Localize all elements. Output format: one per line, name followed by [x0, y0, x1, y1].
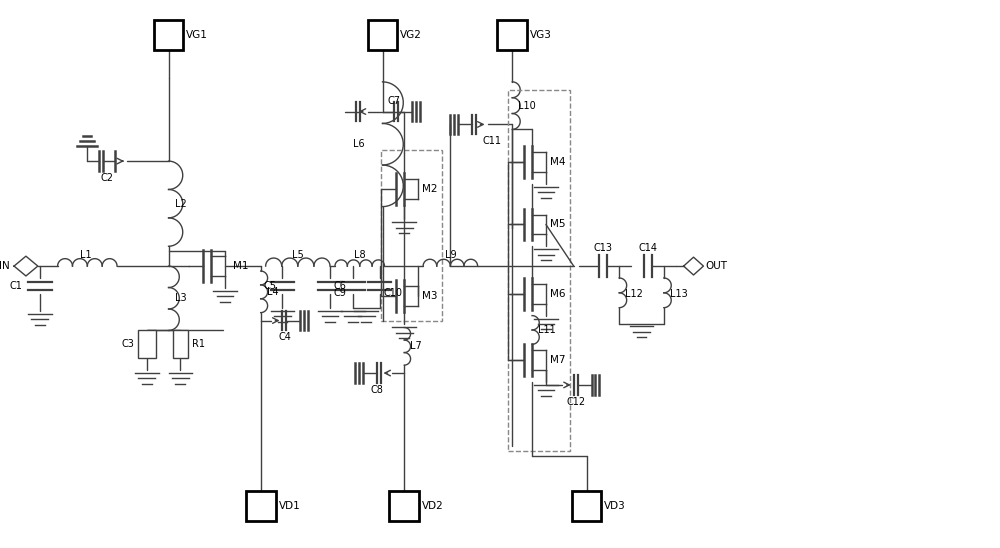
Text: M4: M4 [550, 157, 565, 167]
Text: C1: C1 [9, 281, 22, 291]
Bar [497, 20, 527, 50]
Text: VD1: VD1 [279, 501, 300, 511]
Text: C2: C2 [101, 173, 114, 183]
Text: VD3: VD3 [604, 501, 626, 511]
Text: M3: M3 [422, 291, 438, 301]
Bar [138, 330, 156, 358]
Text: M1: M1 [233, 261, 248, 271]
Text: L3: L3 [175, 293, 186, 303]
Text: L6: L6 [353, 139, 365, 149]
Text: M7: M7 [550, 355, 565, 365]
Bar [572, 491, 601, 521]
Text: L11: L11 [538, 325, 556, 335]
Text: C13: C13 [594, 243, 613, 253]
Text: VG1: VG1 [186, 30, 208, 41]
Text: L12: L12 [625, 289, 643, 299]
Text: VG2: VG2 [400, 30, 422, 41]
Text: L9: L9 [445, 250, 456, 260]
Text: M2: M2 [422, 184, 438, 194]
Bar [246, 491, 276, 521]
Text: C7: C7 [387, 95, 400, 106]
Text: M5: M5 [550, 220, 565, 230]
Text: C11: C11 [482, 136, 501, 146]
Text: C8: C8 [370, 385, 383, 395]
Text: L10: L10 [518, 101, 536, 111]
Text: C12: C12 [566, 397, 585, 407]
Text: C5: C5 [264, 281, 277, 291]
Bar [173, 330, 188, 358]
Text: C10: C10 [384, 288, 403, 298]
Text: C3: C3 [121, 339, 134, 349]
Text: C6: C6 [334, 281, 347, 291]
Text: OUT: OUT [705, 261, 727, 271]
Text: L5: L5 [292, 250, 304, 260]
Bar [154, 20, 183, 50]
Text: C4: C4 [278, 333, 291, 342]
Bar [389, 491, 419, 521]
Text: L7: L7 [410, 341, 422, 351]
Text: L13: L13 [670, 289, 688, 299]
Bar [508, 90, 570, 452]
Text: L4: L4 [267, 287, 278, 297]
Text: L2: L2 [175, 199, 186, 209]
Text: R1: R1 [192, 339, 205, 349]
Text: M6: M6 [550, 289, 565, 299]
Text: IN: IN [0, 261, 10, 271]
Text: VD2: VD2 [422, 501, 444, 511]
Text: L1: L1 [80, 250, 91, 260]
Text: VG3: VG3 [530, 30, 552, 41]
Text: C9: C9 [334, 288, 347, 298]
Text: L8: L8 [354, 250, 366, 260]
Bar [368, 20, 397, 50]
Text: C14: C14 [638, 243, 657, 253]
Bar [381, 150, 442, 321]
